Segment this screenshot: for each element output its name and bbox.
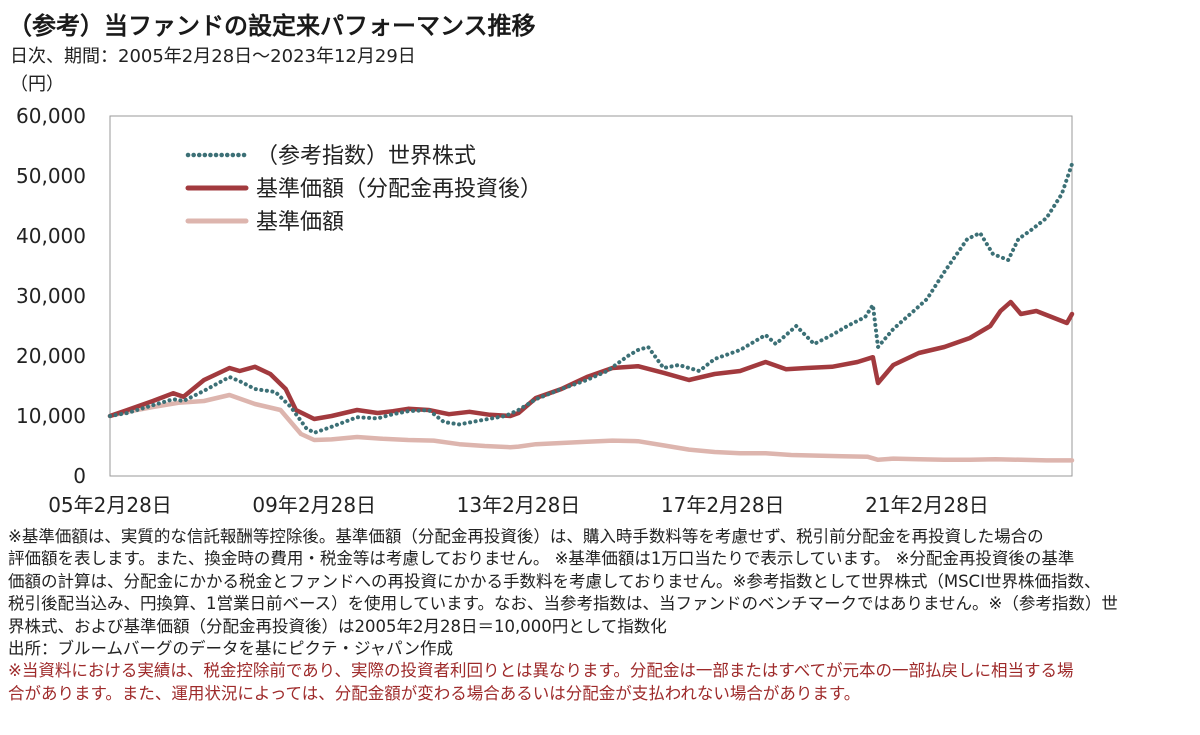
legend-label: （参考指数）世界株式 [256, 144, 476, 169]
x-tick-label: 17年2月28日 [661, 493, 785, 517]
chart-axes: 0 10,000 20,000 30,000 40,000 50,000 60,000 05年… [16, 104, 1073, 517]
y-tick-label: 50,000 [16, 164, 86, 188]
series-line [108, 162, 1074, 435]
y-tick-label: 60,000 [16, 104, 86, 128]
footnotes: ※基準価額は、実質的な信託報酬等控除後。基準価額（分配金再投資後）は、購入時手数… [8, 526, 1188, 705]
warning-note: ※当資料における実績は、税金控除前であり、実際の投資者利回りとは異なります。分配… [8, 661, 1074, 681]
series-line [107, 392, 1075, 463]
note-line: ※基準価額は、実質的な信託報酬等控除後。基準価額（分配金再投資後）は、購入時手数… [8, 527, 1044, 546]
note-line: 税引後配当込み、円換算、1営業日前ベース）を使用しています。なお、当参考指数は、… [8, 594, 1118, 614]
y-tick-label: 10,000 [16, 404, 86, 428]
x-tick-label: 09年2月28日 [252, 493, 376, 517]
legend-label: 基準価額 [256, 210, 344, 235]
note-line: 価額の計算は、分配金にかかる税金とファンドへの再投資にかかる手数料を考慮しており… [8, 571, 1101, 591]
y-tick-label: 0 [73, 464, 86, 488]
note-line: 界株式、および基準価額（分配金再投資後）は2005年2月28日＝10,000円と… [8, 616, 667, 636]
period-subtitle: 日次、期間：2005年2月28日～2023年12月29日 [10, 46, 416, 67]
y-tick-label: 40,000 [16, 224, 86, 248]
performance-chart: 0 10,000 20,000 30,000 40,000 50,000 60,000 05年… [16, 104, 1075, 517]
warning-note: 合があります。また、運用状況によっては、分配金額が変わる場合あるいは分配金が支払… [8, 683, 861, 703]
legend-label: 基準価額（分配金再投資後） [256, 177, 542, 202]
y-tick-label: 20,000 [16, 344, 86, 368]
chart-title: （参考）当ファンドの設定来パフォーマンス推移 [8, 12, 536, 40]
y-axis-unit: （円） [10, 74, 64, 95]
series-layer [107, 162, 1075, 463]
x-tick-label: 13年2月28日 [457, 493, 581, 517]
y-tick-label: 30,000 [16, 284, 86, 308]
plot-frame [109, 115, 1073, 477]
x-tick-label: 21年2月28日 [865, 493, 989, 517]
note-line: 評価額を表します。また、換金時の費用・税金等は考慮しておりません。 ※基準価額は… [8, 549, 1075, 569]
x-tick-label: 05年2月28日 [48, 493, 172, 517]
source-note: 出所：ブルームバーグのデータを基にピクテ・ジャパン作成 [8, 639, 454, 659]
